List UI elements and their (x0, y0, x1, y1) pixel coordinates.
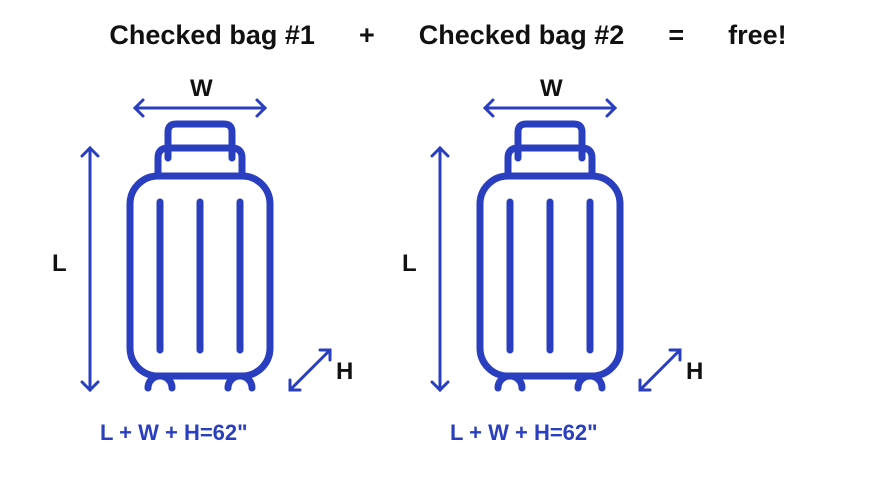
heading-bag1: Checked bag #1 (109, 20, 315, 51)
label-w-2: W (540, 75, 563, 103)
heading-bag2: Checked bag #2 (419, 20, 625, 51)
formula-2: L + W + H=62" (450, 420, 598, 446)
bag-diagram-2: W L H L + W + H=62" (390, 80, 730, 480)
label-h-2: H (686, 358, 703, 386)
label-w-1: W (190, 75, 213, 103)
label-l-1: L (52, 250, 67, 278)
heading-eq: = (668, 20, 684, 51)
heading-row: Checked bag #1 + Checked bag #2 = free! (0, 20, 896, 51)
formula-1: L + W + H=62" (100, 420, 248, 446)
heading-plus: + (359, 20, 375, 51)
label-l-2: L (402, 250, 417, 278)
bag-diagram-1: W L H L + W + H=62" (40, 80, 380, 480)
label-h-1: H (336, 358, 353, 386)
heading-free: free! (728, 20, 787, 51)
infographic-canvas: Checked bag #1 + Checked bag #2 = free! (0, 0, 896, 502)
